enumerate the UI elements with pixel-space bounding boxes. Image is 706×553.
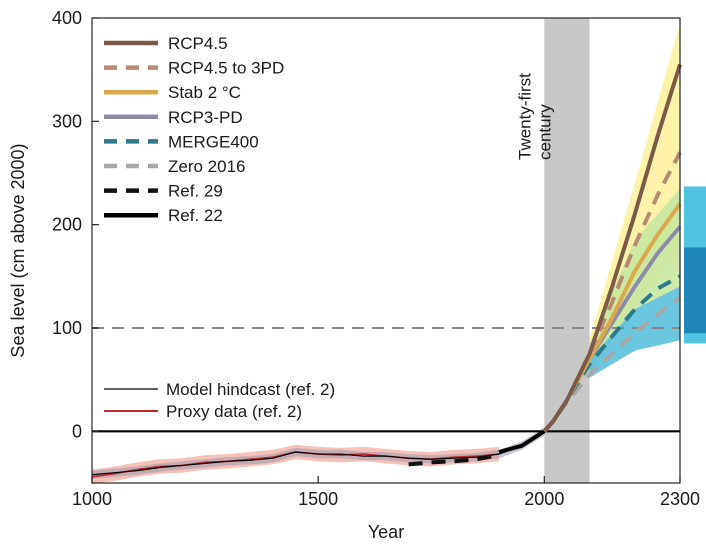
legend-label-ref-22: Ref. 22 [168, 206, 223, 225]
series-line-merge400 [542, 274, 681, 433]
y-tick-label: 0 [72, 421, 82, 441]
y-axis-label: Sea level (cm above 2000) [8, 143, 28, 357]
plot-frame [91, 17, 681, 484]
series-lines [91, 63, 682, 478]
legend-label-rcp4-5: RCP4.5 [168, 34, 228, 53]
series-line-ref-29 [408, 453, 500, 467]
legend-label-rcp4-5-to-3pd: RCP4.5 to 3PD [168, 59, 284, 78]
hindcast-band [92, 427, 545, 479]
series-line-rcp4-5 [542, 63, 682, 433]
reference-lines [92, 327, 680, 485]
legend-label-rcp3-pd: RCP3-PD [168, 108, 243, 127]
legend-label-model-hindcast-ref-2: Model hindcast (ref. 2) [166, 380, 335, 399]
y-tick-label: 400 [52, 8, 82, 28]
uncertainty-band-2 [544, 188, 680, 432]
century-annotation: Twenty-firstcentury [515, 73, 554, 160]
legend-label-proxy-data-ref-2: Proxy data (ref. 2) [166, 402, 302, 421]
axis-ticks: 0 100 200 300 400 1000 1500 2000 2300 [52, 8, 700, 509]
x-tick-label: 2000 [524, 489, 564, 509]
legend-label-ref-29: Ref. 29 [168, 182, 223, 201]
x-tick-label: 2300 [660, 489, 700, 509]
x-axis-label: Year [368, 522, 404, 542]
series-line-ref-22 [498, 429, 546, 454]
series-line-model-hindcast-ref-2 [91, 430, 545, 476]
legend: RCP4.5 RCP4.5 to 3PD Stab 2 °C RCP3-PD MERGE… [104, 34, 335, 421]
side-bars [684, 186, 706, 344]
side-bar-2 [684, 247, 706, 334]
y-tick-label: 300 [52, 111, 82, 131]
legend-label-stab-2-c: Stab 2 °C [168, 83, 241, 102]
x-tick-label: 1000 [72, 489, 112, 509]
series-line-rcp4-5-to-3pd [542, 151, 682, 433]
legend-label-zero-2016: Zero 2016 [168, 157, 246, 176]
y-tick-label: 100 [52, 318, 82, 338]
y-tick-label: 200 [52, 215, 82, 235]
x-tick-label: 1500 [298, 489, 338, 509]
twenty-first-century-band [544, 18, 590, 483]
legend-label-merge400: MERGE400 [168, 132, 259, 151]
